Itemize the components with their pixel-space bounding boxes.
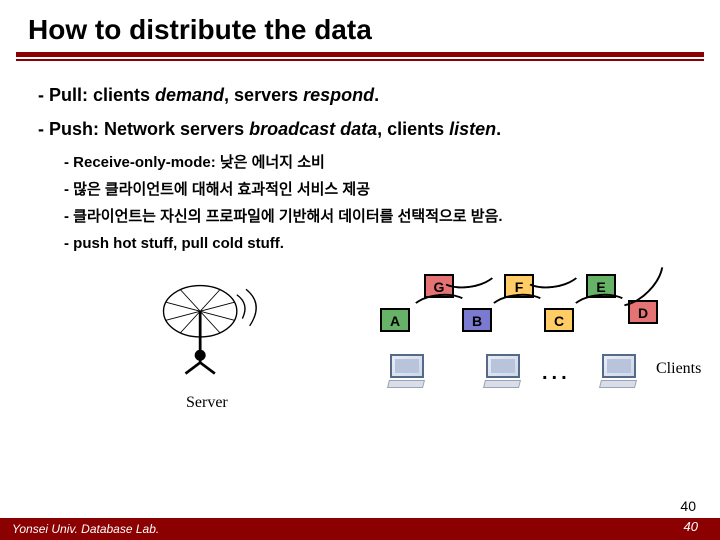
- antenna-icon: [158, 270, 268, 380]
- data-box-a: A: [380, 308, 410, 332]
- server-label: Server: [186, 394, 228, 412]
- page-number-footer: 40: [684, 516, 698, 538]
- sub-bullet: - push hot stuff, pull cold stuff.: [64, 233, 688, 254]
- clients-label: Clients: [656, 360, 701, 378]
- client-computer-icon: [486, 354, 524, 388]
- ellipsis: ...: [542, 362, 571, 385]
- sub-bullet: - 많은 클라이언트에 대해서 효과적인 서비스 제공: [64, 179, 688, 200]
- slide-title: How to distribute the data: [0, 0, 720, 52]
- cycle-arrow: [436, 254, 500, 292]
- cycle-arrow: [487, 291, 550, 327]
- sub-bullet: - 클라이언트는 자신의 프로파일에 기반해서 데이터를 선택적으로 받음.: [64, 206, 688, 227]
- client-computer-icon: [602, 354, 640, 388]
- title-underline: [16, 52, 704, 61]
- text: .: [496, 119, 501, 139]
- bullet-push: - Push: Network servers broadcast data, …: [38, 117, 688, 141]
- text: - Push: Network servers: [38, 119, 249, 139]
- em: listen: [449, 119, 496, 139]
- footer-bar: Yonsei Univ. Database Lab. 40: [0, 518, 720, 540]
- content-area: - Pull: clients demand, servers respond.…: [0, 61, 720, 422]
- cycle-arrow: [520, 254, 584, 292]
- em: respond: [303, 85, 374, 105]
- text: , clients: [377, 119, 449, 139]
- text: .: [374, 85, 379, 105]
- bullet-pull: - Pull: clients demand, servers respond.: [38, 83, 688, 107]
- sub-bullet: - Receive-only-mode: 낮은 에너지 소비: [64, 152, 688, 173]
- page-number-body: 40: [680, 498, 696, 514]
- text: , servers: [224, 85, 303, 105]
- text: - Pull: clients: [38, 85, 155, 105]
- broadcast-diagram: GFEABCD ... Server Clients: [38, 262, 688, 422]
- footer-text: Yonsei Univ. Database Lab.: [12, 522, 159, 536]
- em: demand: [155, 85, 224, 105]
- em: broadcast data: [249, 119, 377, 139]
- client-computer-icon: [390, 354, 428, 388]
